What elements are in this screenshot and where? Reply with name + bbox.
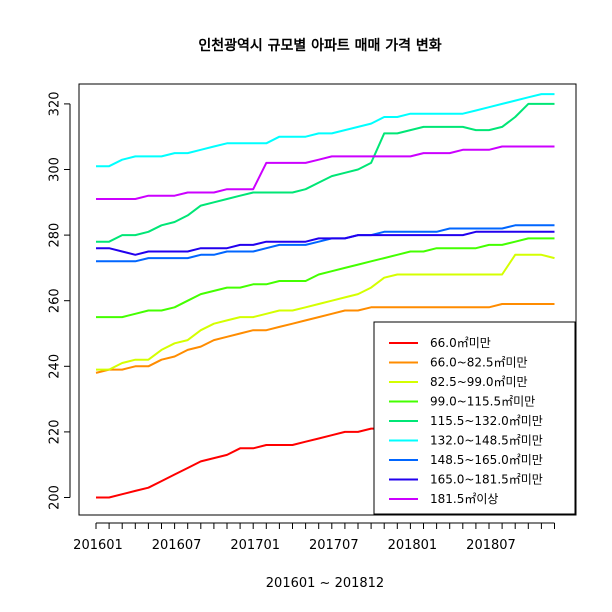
x-axis-label: 201601 ~ 201812: [266, 576, 384, 591]
legend-label: 132.0~148.5㎡미만: [430, 434, 543, 448]
plot-frame: [78, 83, 577, 516]
legend-box: [373, 321, 576, 515]
series-line-4: [96, 237, 555, 319]
x-tick-label: 201601: [73, 538, 123, 553]
y-tick-label: 220: [48, 419, 63, 444]
y-tick-label: 240: [48, 354, 63, 379]
series-line-2: [95, 303, 555, 374]
series-line-8: [96, 230, 555, 256]
series-line-6: [96, 93, 555, 168]
series-lines: [95, 93, 555, 499]
series-line-7: [96, 224, 555, 263]
series-line-5: [96, 102, 555, 243]
y-axis: 200 220 240 260 280 300 320: [48, 91, 71, 510]
x-tick-label: 201707: [309, 538, 359, 553]
x-tick-label: 201607: [152, 538, 202, 553]
x-tick-label: 201807: [466, 538, 516, 553]
y-tick-label: 260: [48, 288, 63, 313]
chart-title: 인천광역시 규모별 아파트 매매 가격 변화: [198, 37, 441, 54]
y-tick-label: 320: [48, 91, 63, 116]
series-line-9: [96, 145, 555, 200]
legend-label: 115.5~132.0㎡미만: [430, 414, 543, 428]
legend-label: 165.0~181.5㎡미만: [430, 473, 543, 487]
y-tick-label: 200: [48, 485, 63, 510]
y-tick-label: 280: [48, 223, 63, 248]
x-axis: 201601 201607 201701 201707 201801 201807: [73, 522, 555, 553]
legend-label: 148.5~165.0㎡미만: [430, 453, 543, 467]
y-tick-label: 300: [48, 157, 63, 182]
legend: 66.0㎡미만 66.0~82.5㎡미만 82.5~99.0㎡미만 99.0~115.…: [373, 321, 576, 515]
x-tick-label: 201701: [230, 538, 280, 553]
x-tick-label: 201801: [388, 538, 438, 553]
series-line-3: [96, 253, 555, 371]
legend-label: 181.5㎡이상: [430, 492, 498, 506]
legend-label: 99.0~115.5㎡미만: [430, 395, 535, 409]
legend-label: 66.0㎡미만: [430, 336, 491, 350]
legend-label: 66.0~82.5㎡미만: [430, 356, 528, 370]
legend-label: 82.5~99.0㎡미만: [430, 375, 528, 389]
